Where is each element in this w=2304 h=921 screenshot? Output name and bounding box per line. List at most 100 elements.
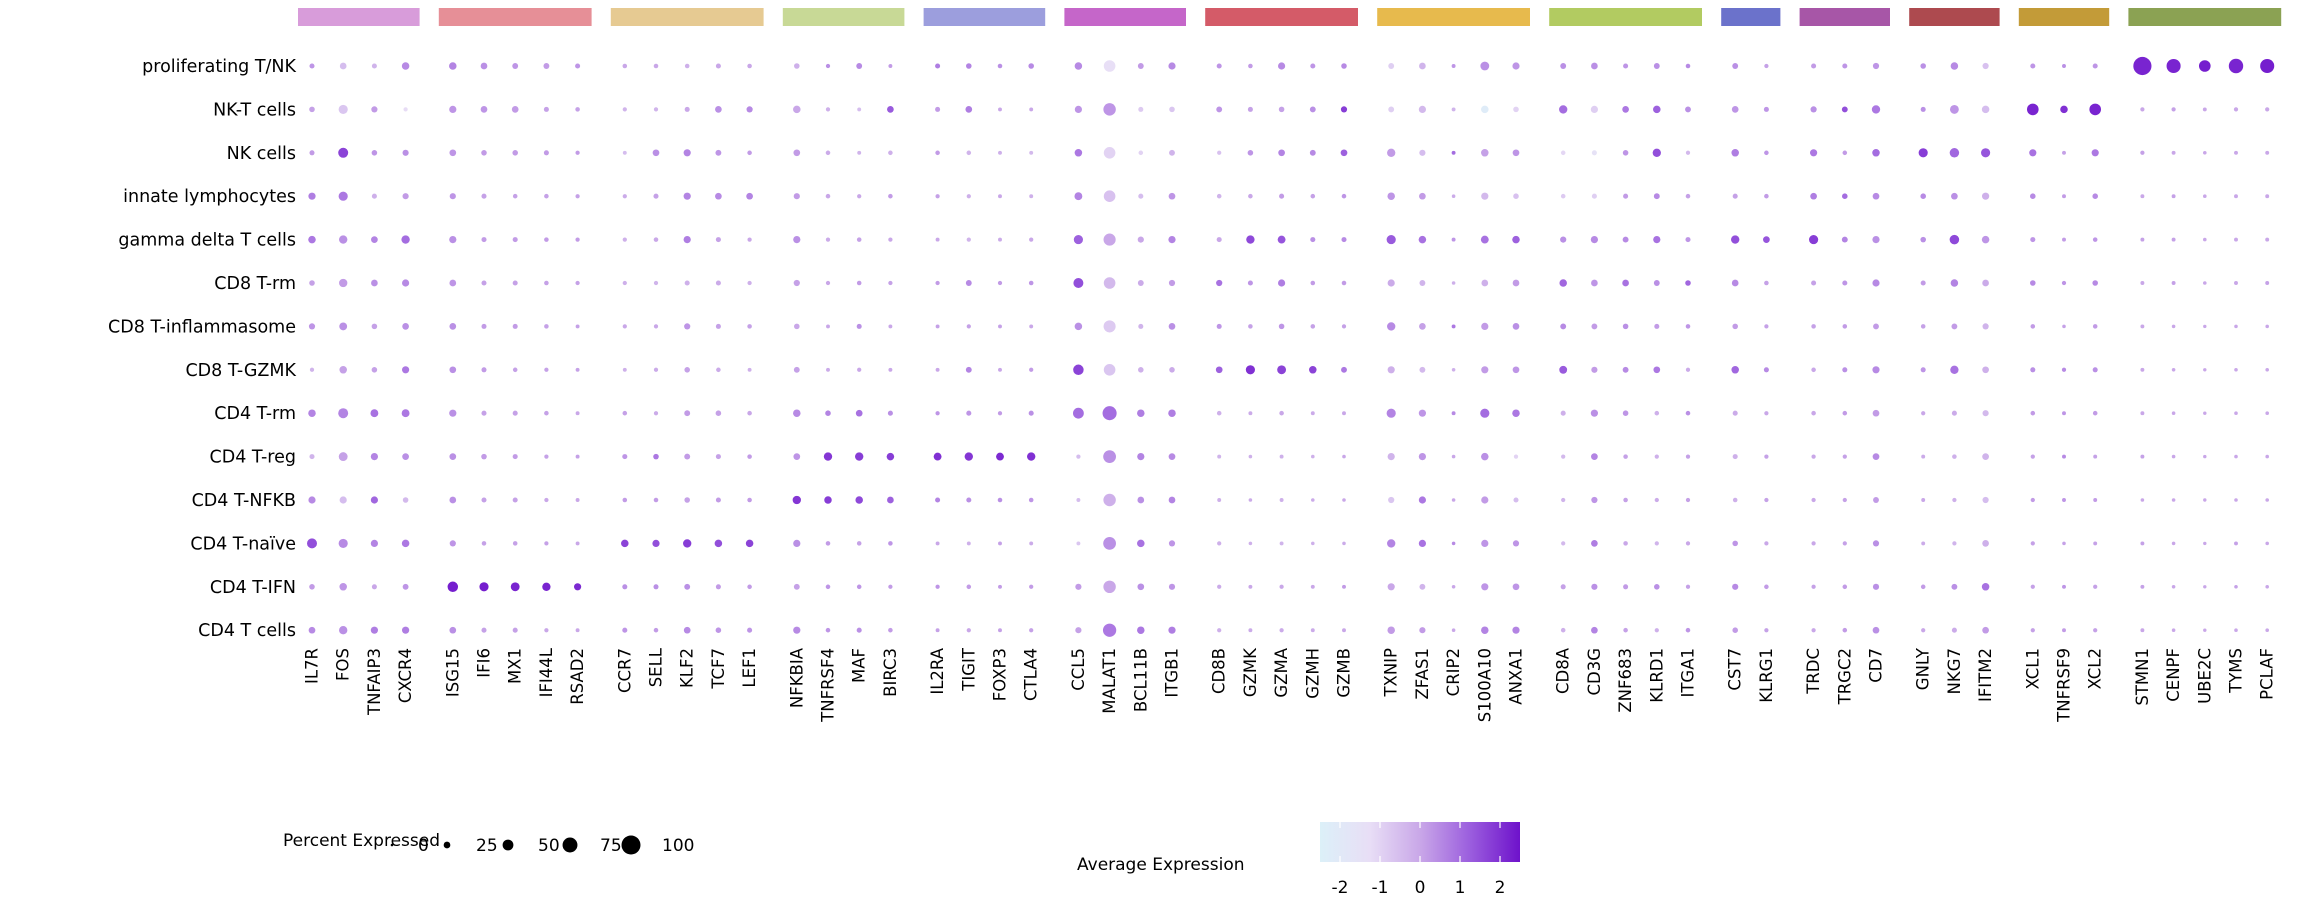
expression-dot (2062, 194, 2066, 199)
expression-dot (1340, 149, 1348, 157)
expression-dot (684, 106, 690, 112)
expression-dot (1248, 584, 1253, 589)
expression-dot (1951, 627, 1957, 633)
gene-label: TCF7 (709, 648, 728, 690)
expression-dot (653, 324, 659, 329)
expression-dot (512, 323, 518, 329)
expression-dot (2171, 281, 2176, 285)
expression-dot (1029, 237, 1034, 242)
expression-dot (1310, 628, 1315, 633)
expression-dot (512, 497, 518, 503)
expression-dot (855, 452, 864, 461)
expression-dot (1103, 580, 1116, 594)
expression-dot (1248, 411, 1253, 416)
expression-dot (2171, 150, 2176, 155)
expression-dot (1872, 540, 1880, 547)
expression-dot (965, 280, 972, 286)
expression-dot (1560, 236, 1567, 243)
expression-dot (2265, 237, 2270, 242)
gene-label: TRGC2 (1835, 648, 1854, 705)
expression-dot (1216, 237, 1222, 243)
expression-dot (1103, 277, 1116, 289)
expression-dot (2265, 541, 2269, 546)
expression-dot (2092, 324, 2098, 329)
expression-dot (1654, 410, 1660, 416)
expression-dot (966, 628, 971, 633)
expression-dot (1982, 453, 1989, 460)
expression-dot (309, 584, 315, 590)
gene-group-bar (1799, 8, 1890, 26)
expression-dot (1248, 541, 1253, 546)
expression-dot (888, 193, 893, 199)
expression-dot (402, 497, 409, 503)
size-legend-value: 75 (600, 836, 622, 856)
expression-dot (2203, 628, 2207, 632)
expression-dot (2203, 194, 2207, 198)
expression-dot (544, 324, 549, 329)
gene-label: TXNIP (1382, 648, 1401, 698)
expression-dot (1217, 541, 1222, 546)
expression-dot (575, 63, 581, 69)
expression-dot (308, 323, 316, 330)
expression-dot (1512, 583, 1520, 591)
expression-dot (2030, 367, 2036, 373)
row-label: innate lymphocytes (123, 187, 296, 207)
gene-label: CD3G (1585, 648, 1604, 696)
expression-dot (684, 410, 691, 417)
row-label: CD4 T-IFN (210, 578, 296, 598)
expression-dot (2140, 411, 2145, 416)
expression-dot (574, 583, 582, 591)
expression-dot (1591, 453, 1598, 460)
expression-dot (715, 280, 721, 286)
expression-dot (1387, 583, 1395, 591)
expression-dot (684, 583, 691, 590)
expression-dot (1920, 584, 1926, 590)
expression-dot (1764, 193, 1769, 199)
expression-dot (479, 582, 489, 592)
expression-dot (1073, 407, 1084, 419)
gene-label: ZNF683 (1616, 648, 1635, 713)
expression-dot (1217, 628, 1222, 633)
expression-dot (1480, 235, 1489, 244)
expression-dot (401, 62, 410, 70)
row-label: CD4 T cells (198, 621, 296, 641)
expression-dot (1512, 540, 1520, 547)
expression-dot (856, 237, 862, 242)
expression-dot (543, 150, 549, 156)
expression-dot (544, 410, 549, 416)
expression-dot (1685, 150, 1691, 155)
expression-dot (481, 193, 487, 199)
expression-dot (622, 584, 628, 590)
expression-dot (449, 366, 457, 374)
row-label: proliferating T/NK (142, 57, 296, 77)
expression-dot (715, 149, 722, 156)
expression-dot (1137, 236, 1144, 243)
expression-dot (1764, 584, 1769, 590)
expression-dot (1685, 497, 1691, 503)
gene-group-bar (1377, 8, 1530, 26)
expression-dot (1560, 323, 1567, 330)
expression-dot (2030, 410, 2036, 416)
expression-dot (1811, 367, 1816, 373)
expression-dot (2140, 150, 2145, 155)
expression-dot (1169, 106, 1175, 113)
expression-dot (1512, 62, 1520, 70)
expression-dot (1103, 103, 1116, 116)
expression-dot (544, 367, 549, 372)
expression-dot (2265, 585, 2269, 589)
expression-dot (370, 626, 378, 634)
expression-dot (2203, 281, 2207, 285)
expression-dot (1981, 583, 1990, 591)
expression-dot (2234, 368, 2238, 372)
expression-dot (1341, 324, 1347, 329)
expression-dot (1168, 583, 1176, 590)
gene-label: ANXA1 (1507, 648, 1526, 705)
expression-dot (1311, 541, 1315, 546)
expression-dot (402, 323, 409, 330)
expression-dot (715, 584, 721, 590)
expression-dot (1841, 236, 1848, 243)
expression-dot (1811, 63, 1817, 69)
expression-dot (1076, 498, 1081, 502)
expression-dot (1732, 627, 1738, 633)
